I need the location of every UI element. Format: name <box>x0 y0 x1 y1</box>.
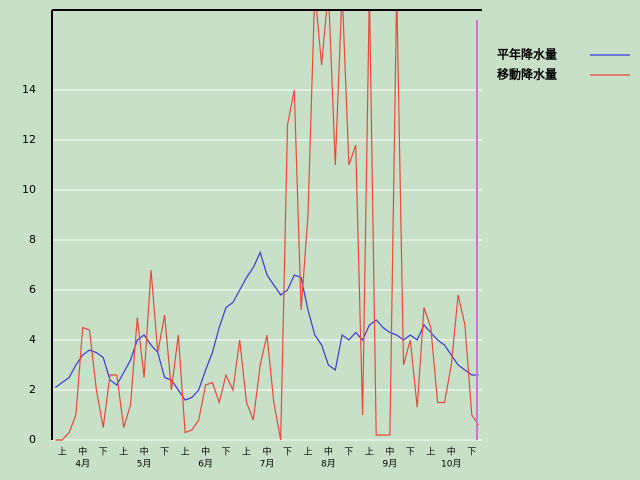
x-tick-label: 下 <box>160 448 169 458</box>
y-tick-label: 0 <box>29 433 36 446</box>
x-tick-label: 中 <box>140 446 149 458</box>
x-tick-label: 上 <box>426 447 435 458</box>
x-tick-label: 上 <box>242 447 251 458</box>
x-tick-label: 中 <box>447 446 456 458</box>
x-tick-label: 下 <box>406 448 415 458</box>
x-tick-label: 下 <box>467 448 476 458</box>
month-label: 8月 <box>321 459 336 470</box>
y-tick-label: 12 <box>22 133 36 146</box>
legend-label: 平年降水量 <box>497 47 557 62</box>
legend-label: 移動降水量 <box>497 67 557 82</box>
series-line <box>55 250 479 401</box>
y-tick-label: 2 <box>29 383 36 396</box>
month-label: 5月 <box>137 459 152 470</box>
plot-area <box>55 10 480 441</box>
y-tick-label: 14 <box>22 83 36 96</box>
x-tick-label: 中 <box>385 446 394 458</box>
x-tick-label: 上 <box>303 447 312 458</box>
x-tick-label: 下 <box>99 448 108 458</box>
y-tick-label: 4 <box>29 333 36 346</box>
x-tick-label: 上 <box>58 447 67 458</box>
month-label: 9月 <box>382 459 397 470</box>
month-label: 10月 <box>441 459 461 470</box>
x-tick-label: 上 <box>181 447 190 458</box>
x-tick-label: 下 <box>344 448 353 458</box>
x-tick-label: 下 <box>283 448 292 458</box>
series-line <box>55 10 480 441</box>
y-tick-label: 8 <box>29 233 36 246</box>
y-tick-label: 6 <box>29 283 36 296</box>
y-tick-label: 10 <box>22 183 36 196</box>
month-label: 7月 <box>260 459 275 470</box>
labels: 02468101214上中下上中下上中下上中下上中下上中下上中下4月 5月 6月 7月… <box>22 47 630 470</box>
x-tick-label: 中 <box>201 446 210 458</box>
x-tick-label: 下 <box>222 448 231 458</box>
x-tick-label: 中 <box>262 446 271 458</box>
month-label: 4月 <box>75 459 90 470</box>
x-tick-label: 中 <box>78 446 87 458</box>
month-label: 6月 <box>198 459 213 470</box>
x-tick-label: 上 <box>119 447 128 458</box>
grid <box>52 89 482 441</box>
x-tick-label: 中 <box>324 446 333 458</box>
x-tick-label: 上 <box>365 447 374 458</box>
